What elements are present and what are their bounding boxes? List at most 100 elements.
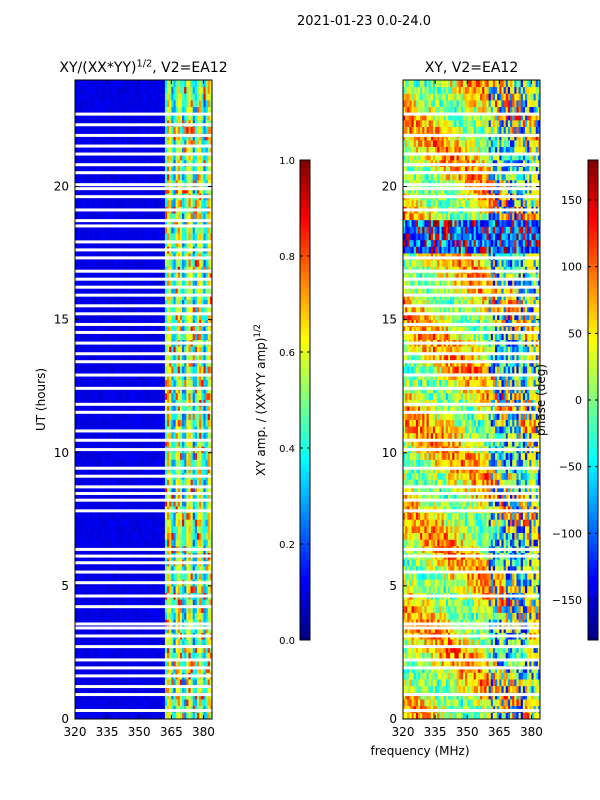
heatmap-cell [94,412,97,420]
heatmap-cell [145,479,149,487]
heatmap-cell [117,406,121,414]
heatmap-cell [209,346,212,354]
heatmap-cell [104,379,108,387]
heatmap-cell [194,352,198,360]
heatmap-cell [188,213,191,221]
heatmap-cell [98,432,102,440]
heatmap-cell [158,605,162,613]
heatmap-cell [188,279,191,287]
heatmap-cell [137,366,140,374]
heatmap-cell [143,406,147,414]
heatmap-cell [104,572,108,580]
heatmap-cell [152,645,155,653]
heatmap-cell [92,699,95,707]
heatmap-cell [109,572,112,580]
heatmap-cell [85,499,89,507]
heatmap-cell [128,299,132,307]
heatmap-cell [79,419,82,427]
heatmap-cell [130,219,134,227]
heatmap-cell [192,259,196,267]
heatmap-cell [126,679,129,687]
heatmap-cell [111,352,114,360]
heatmap-cell [188,452,191,460]
heatmap-cell [205,512,209,520]
heatmap-cell [89,572,93,580]
heatmap-cell [109,486,112,494]
heatmap-cell [117,312,121,321]
heatmap-cell [96,346,99,354]
heatmap-cell [177,352,181,360]
heatmap-cell [87,392,91,400]
heatmap-cell [77,226,80,234]
heatmap-cell [96,379,99,387]
heatmap-cell [111,499,114,507]
heatmap-cell [141,233,144,241]
heatmap-cell [171,452,174,460]
heatmap-cell [167,519,170,527]
heatmap-cell [143,479,147,487]
heatmap-cell [197,532,200,540]
heatmap-cell [173,645,177,653]
heatmap-cell [75,233,78,241]
heatmap-cell [169,539,172,547]
heatmap-cell [199,645,202,653]
heatmap-cell [188,273,191,281]
heatmap-cell [145,452,149,460]
heatmap-cell [130,499,134,507]
heatmap-cell [134,213,138,221]
heatmap-cell [132,612,136,620]
heatmap-cell [128,352,132,360]
heatmap-cell [77,432,80,440]
heatmap-cell [87,432,91,440]
heatmap-cell [92,332,95,340]
heatmap-cell [164,712,168,719]
heatmap-cell [158,379,162,387]
heatmap-cell [164,659,168,667]
heatmap-cell [113,605,117,613]
heatmap-cell [162,366,166,374]
heatmap-cell [137,699,140,707]
heatmap-cell [145,312,149,321]
heatmap-cell [83,406,87,414]
heatmap-cell [164,585,168,593]
heatmap-cell [113,326,117,334]
heatmap-cell [194,492,198,500]
heatmap-cell [137,659,140,667]
heatmap-cell [147,512,151,520]
heatmap-cell [122,539,125,547]
heatmap-cell [179,492,183,500]
heatmap-cell [179,699,183,707]
heatmap-cell [122,346,125,354]
heatmap-cell [147,652,151,660]
heatmap-cell [128,432,132,440]
heatmap-cell [139,306,142,314]
heatmap-cell [124,499,127,507]
heatmap-cell [85,346,89,354]
heatmap-cell [77,585,80,593]
heatmap-cell [169,213,172,221]
heatmap-cell [160,699,164,707]
heatmap-cell [96,452,99,460]
heatmap-cell [128,499,132,507]
heatmap-cell [117,379,121,387]
heatmap-cell [207,432,211,440]
heatmap-cell [122,645,125,653]
heatmap-cell [169,712,172,719]
heatmap-cell [104,605,108,613]
heatmap-cell [190,259,194,267]
heatmap-cell [177,273,181,281]
heatmap-cell [139,259,142,267]
heatmap-cell [188,679,191,687]
heatmap-cell [115,565,119,573]
heatmap-cell [130,346,134,354]
heatmap-cell [126,512,129,520]
heatmap-cell [104,213,108,221]
heatmap-cell [201,279,204,287]
heatmap-cell [154,306,157,314]
heatmap-cell [100,219,104,227]
heatmap-cell [77,412,80,420]
heatmap-cell [145,599,149,607]
heatmap-cell [119,585,123,593]
heatmap-cell [81,379,84,387]
